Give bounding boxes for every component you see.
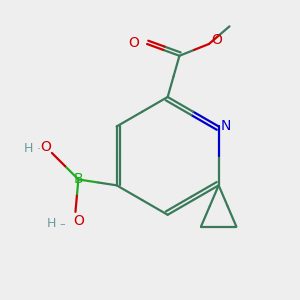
Text: H: H bbox=[47, 217, 57, 230]
Text: N: N bbox=[221, 119, 231, 134]
Text: ·: · bbox=[37, 143, 41, 157]
Text: B: B bbox=[74, 172, 83, 186]
Text: O: O bbox=[211, 33, 222, 46]
Text: –: – bbox=[59, 219, 65, 229]
Text: O: O bbox=[128, 35, 139, 50]
Text: H: H bbox=[24, 142, 33, 155]
Text: O: O bbox=[40, 140, 51, 154]
Text: O: O bbox=[73, 214, 84, 228]
